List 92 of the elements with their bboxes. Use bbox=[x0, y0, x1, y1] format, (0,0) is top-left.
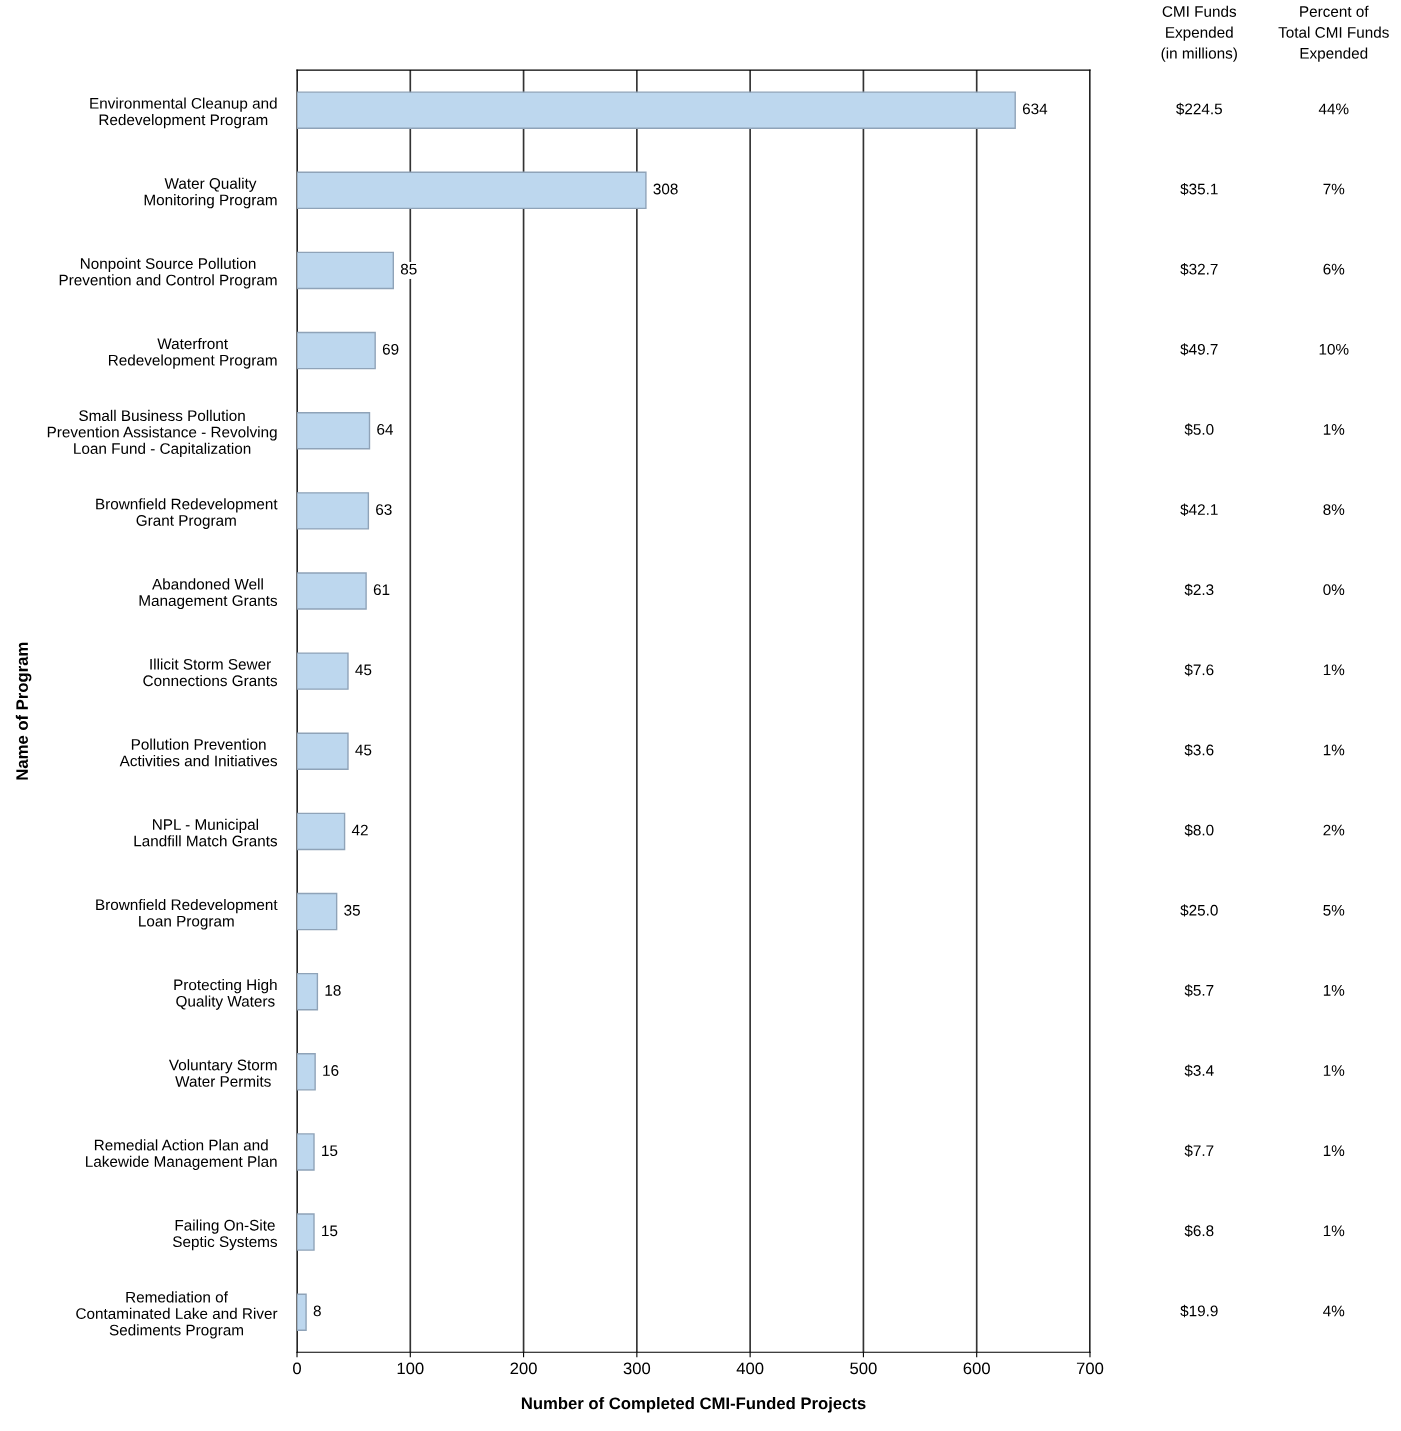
x-tick-label: 100 bbox=[397, 1362, 424, 1375]
text: 4% bbox=[1323, 1305, 1345, 1317]
data-label: 15 bbox=[322, 1225, 338, 1237]
bar bbox=[297, 1053, 316, 1091]
y-tick-label: Illicit Storm Sewer Connections Grants bbox=[143, 658, 278, 687]
x-tick-label: 200 bbox=[510, 1362, 537, 1375]
data-label: 8 bbox=[313, 1305, 321, 1317]
text: $49.7 bbox=[1180, 343, 1218, 356]
x-axis-title: Number of Completed CMI-Funded Projects bbox=[521, 1397, 866, 1413]
text: 44% bbox=[1318, 103, 1349, 115]
bar bbox=[297, 812, 346, 851]
text: $3.4 bbox=[1184, 1064, 1214, 1077]
bar bbox=[297, 492, 370, 530]
bar bbox=[297, 892, 338, 931]
text: 6% bbox=[1323, 263, 1345, 275]
text: 1% bbox=[1323, 1065, 1345, 1076]
text: Percent of Total CMI Funds Expended bbox=[1278, 5, 1389, 62]
text: $5.0 bbox=[1184, 423, 1214, 436]
text: 0% bbox=[1323, 584, 1345, 596]
text: $6.8 bbox=[1184, 1224, 1214, 1238]
text: $32.7 bbox=[1180, 263, 1218, 276]
y-tick-label: Remedial Action Plan and Lakewide Management Plan bbox=[86, 1139, 277, 1170]
y-tick-label: Pollution Prevention Activities and Initiatives bbox=[119, 738, 278, 767]
x-tick-label: 0 bbox=[293, 1362, 301, 1375]
y-tick-label: Environmental Cleanup and Redevelopment Program bbox=[90, 97, 277, 129]
y-tick-label: Nonpoint Source Pollution Prevention and Control Program bbox=[59, 257, 277, 289]
text: $8.0 bbox=[1184, 824, 1214, 837]
bar bbox=[297, 652, 349, 690]
x-tick-label: 500 bbox=[850, 1362, 877, 1375]
y-tick-label: Brownfield Redevelopment Grant Program bbox=[96, 498, 278, 529]
x-tick-label: 400 bbox=[736, 1362, 764, 1375]
text: $5.7 bbox=[1184, 984, 1214, 997]
text: 1% bbox=[1323, 985, 1345, 996]
y-tick-label: NPL - Municipal Landfill Match Grants bbox=[134, 818, 278, 847]
x-tick-label: 700 bbox=[1076, 1362, 1104, 1375]
bar bbox=[297, 251, 394, 290]
bar bbox=[297, 1293, 307, 1331]
data-label: 42 bbox=[351, 824, 368, 836]
text: $3.6 bbox=[1184, 743, 1214, 757]
data-label: 63 bbox=[376, 504, 392, 515]
data-label: 85 bbox=[400, 263, 417, 275]
text: 1% bbox=[1323, 1145, 1345, 1156]
text: 1% bbox=[1323, 744, 1345, 756]
bar bbox=[297, 1213, 315, 1251]
y-axis-title: Name of Program bbox=[15, 642, 32, 780]
data-label: 35 bbox=[344, 904, 360, 916]
y-tick-label: Voluntary Storm Water Permits bbox=[168, 1059, 277, 1087]
y-tick-label: Abandoned Well Management Grants bbox=[139, 578, 278, 610]
bar bbox=[297, 972, 319, 1011]
data-label: 64 bbox=[377, 424, 393, 435]
bar bbox=[297, 572, 367, 610]
text: $7.6 bbox=[1184, 663, 1214, 677]
text: 2% bbox=[1323, 824, 1345, 836]
y-tick-label: Failing On-Site Septic Systems bbox=[172, 1219, 278, 1251]
text: 7% bbox=[1323, 183, 1345, 195]
x-tick-label: 600 bbox=[963, 1362, 990, 1375]
text: 5% bbox=[1323, 904, 1345, 916]
text: 1% bbox=[1323, 424, 1345, 435]
text: $42.1 bbox=[1180, 503, 1218, 516]
data-label: 45 bbox=[355, 664, 372, 676]
y-tick-label: Protecting High Quality Waters bbox=[174, 979, 277, 1010]
text: $224.5 bbox=[1176, 102, 1222, 116]
text: 1% bbox=[1323, 1225, 1345, 1237]
data-label: 69 bbox=[382, 343, 399, 355]
data-label: 15 bbox=[322, 1145, 338, 1157]
text: 10% bbox=[1319, 343, 1349, 355]
bar bbox=[297, 91, 1016, 129]
data-label: 634 bbox=[1022, 103, 1048, 115]
data-label: 45 bbox=[355, 744, 372, 756]
bar bbox=[297, 331, 376, 370]
bar bbox=[297, 1133, 315, 1171]
data-label: 16 bbox=[323, 1065, 339, 1076]
text: $19.9 bbox=[1180, 1304, 1218, 1318]
y-tick-label: Small Business Pollution Prevention Assistance - Revolving Loan Fund - Capitalization bbox=[47, 409, 277, 457]
y-tick-label: Water Quality Monitoring Program bbox=[144, 177, 277, 209]
bar bbox=[297, 732, 349, 771]
data-label: 18 bbox=[325, 984, 341, 996]
y-tick-label: Remediation of Contaminated Lake and River Sediments Program bbox=[76, 1291, 278, 1339]
bar bbox=[297, 412, 371, 450]
text: 1% bbox=[1323, 664, 1345, 676]
y-tick-label: Brownfield Redevelopment Loan Program bbox=[96, 898, 278, 930]
bar bbox=[297, 171, 647, 210]
text: CMI Funds Expended (in millions) bbox=[1161, 5, 1237, 62]
y-tick-label: Waterfront Redevelopment Program bbox=[108, 337, 277, 369]
text: $25.0 bbox=[1180, 904, 1218, 917]
text: $35.1 bbox=[1180, 182, 1218, 196]
data-label: 61 bbox=[373, 584, 390, 596]
text: 8% bbox=[1323, 504, 1345, 515]
data-label: 308 bbox=[653, 183, 678, 195]
text: $2.3 bbox=[1184, 583, 1214, 597]
text: $7.7 bbox=[1184, 1144, 1214, 1157]
x-tick-label: 300 bbox=[623, 1362, 651, 1375]
